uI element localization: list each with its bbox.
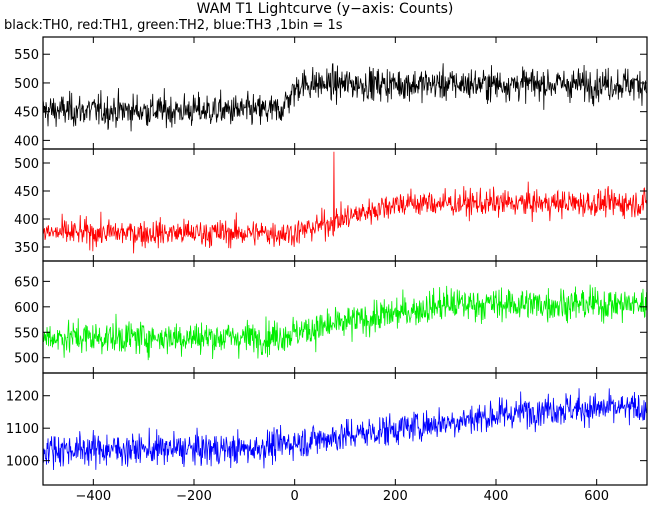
chart-title: WAM T1 Lightcurve (y−axis: Counts) (196, 1, 454, 17)
series-line-3 (43, 388, 647, 471)
y-tick-label: 500 (14, 77, 39, 92)
panel-1: 350 400 450 500 (14, 148, 648, 262)
panel-frame (42, 372, 648, 486)
series-line-1 (43, 151, 647, 254)
x-tick-label: 400 (484, 489, 509, 504)
y-tick-label: 450 (14, 106, 39, 121)
y-tick-label: 550 (14, 326, 39, 341)
y-tick-label: 650 (14, 275, 39, 290)
x-tick-label: −200 (176, 489, 212, 504)
series-line-2 (43, 284, 647, 361)
y-tick-label: 450 (14, 185, 39, 200)
y-tick-label: 500 (14, 352, 39, 367)
chart-subtitle: black:TH0, red:TH1, green:TH2, blue:TH3 … (4, 18, 343, 33)
series-line-0 (43, 63, 647, 132)
panel-0: 400 450 500 550 (14, 36, 648, 150)
y-tick-label: 550 (14, 48, 39, 63)
x-tick-label: −400 (75, 489, 111, 504)
x-tick-label: 600 (584, 489, 609, 504)
y-tick-label: 350 (14, 241, 39, 256)
panel-2: 500 550 600 650 (14, 260, 648, 374)
y-tick-label: 400 (14, 213, 39, 228)
y-tick-label: 1200 (6, 390, 39, 405)
x-tick-label: 200 (383, 489, 408, 504)
y-tick-label: 1000 (6, 455, 39, 470)
y-tick-label: 400 (14, 134, 39, 149)
y-tick-label: 500 (14, 157, 39, 172)
panel-3: 1000 1100 1200 (6, 372, 648, 486)
y-tick-label: 600 (14, 301, 39, 316)
x-tick-label: 0 (291, 489, 299, 504)
panel-frame (42, 36, 648, 150)
y-tick-label: 1100 (6, 422, 39, 437)
